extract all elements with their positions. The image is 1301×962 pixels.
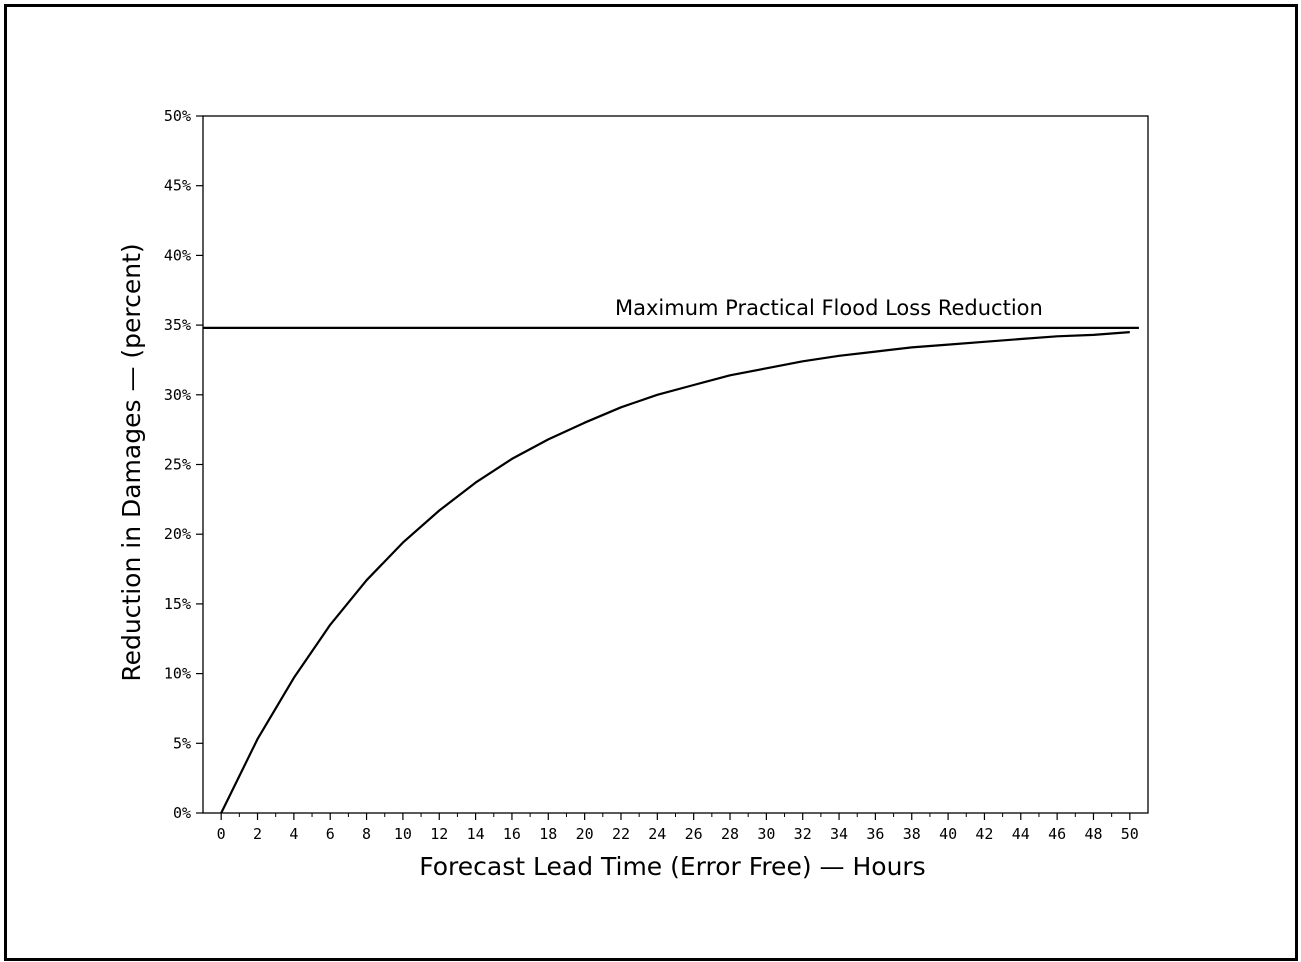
x-tick-label: 50	[1121, 825, 1139, 843]
x-tick-label: 46	[1048, 825, 1066, 843]
x-tick-label: 16	[503, 825, 521, 843]
x-tick-label: 8	[362, 825, 371, 843]
y-axis: 0% 5% 10% 15% 20% 25% 30% 35% 40% 45% 50%	[164, 107, 203, 822]
x-tick-label: 34	[830, 825, 848, 843]
x-tick-label: 30	[757, 825, 775, 843]
y-tick-label: 50%	[164, 107, 191, 125]
y-tick-label: 30%	[164, 386, 191, 404]
x-tick-label: 32	[794, 825, 812, 843]
reference-line-label: Maximum Practical Flood Loss Reduction	[615, 296, 1043, 320]
x-axis: 0 2 4 6 8 10 12 14 16 18 20 22 24 26 28 30 32 34 36 38 40 42 4…	[217, 813, 1139, 843]
x-tick-label: 22	[612, 825, 630, 843]
y-tick-label: 10%	[164, 665, 191, 683]
series-line	[220, 331, 1130, 814]
x-tick-label: 10	[394, 825, 412, 843]
x-tick-label: 24	[648, 825, 666, 843]
y-tick-label: 25%	[164, 456, 191, 474]
plot-border	[202, 115, 1149, 814]
x-tick-label: 0	[217, 825, 226, 843]
x-tick-label: 28	[721, 825, 739, 843]
x-tick-label: 48	[1084, 825, 1102, 843]
x-tick-label: 44	[1012, 825, 1030, 843]
x-tick-label: 36	[866, 825, 884, 843]
x-tick-label: 26	[685, 825, 703, 843]
y-tick-label: 40%	[164, 246, 191, 264]
y-tick-label: 35%	[164, 316, 191, 334]
x-tick-label: 6	[326, 825, 335, 843]
plot-area	[202, 115, 1149, 814]
y-tick-label: 5%	[173, 734, 191, 752]
x-tick-label: 20	[576, 825, 594, 843]
series-layer	[203, 326, 1139, 814]
x-axis-title: Forecast Lead Time (Error Free) — Hours	[419, 852, 925, 881]
x-tick-label: 40	[939, 825, 957, 843]
x-tick-label: 12	[430, 825, 448, 843]
x-tick-label: 42	[975, 825, 993, 843]
x-tick-label: 14	[467, 825, 485, 843]
y-tick-label: 45%	[164, 177, 191, 195]
y-tick-label: 15%	[164, 595, 191, 613]
x-tick-label: 4	[289, 825, 298, 843]
x-tick-label: 18	[539, 825, 557, 843]
y-axis-title: Reduction in Damages — (percent)	[117, 243, 146, 681]
x-tick-label: 38	[903, 825, 921, 843]
chart-frame	[4, 4, 1298, 961]
y-tick-label: 20%	[164, 525, 191, 543]
y-tick-label: 0%	[173, 804, 191, 822]
x-tick-label: 2	[253, 825, 262, 843]
